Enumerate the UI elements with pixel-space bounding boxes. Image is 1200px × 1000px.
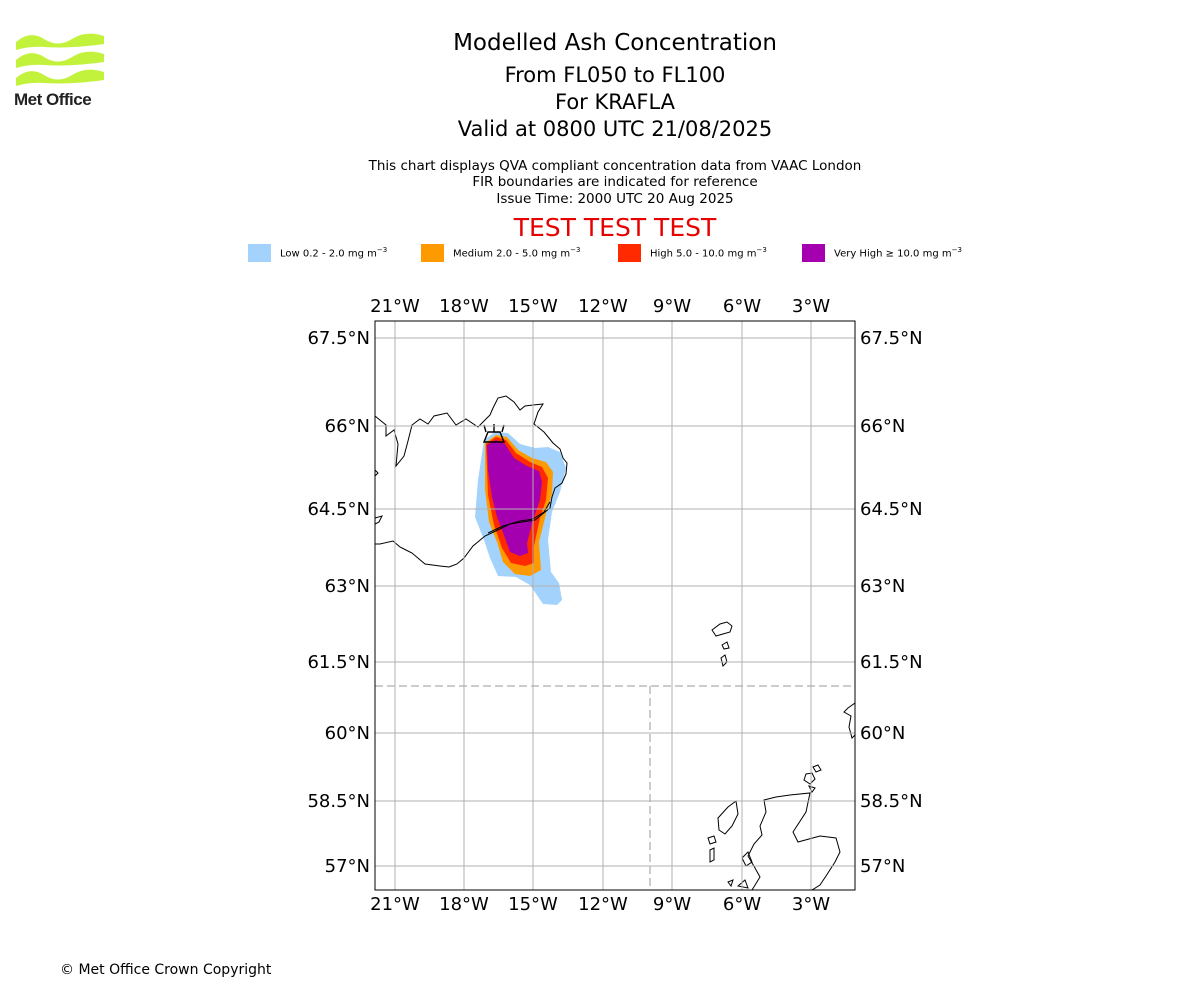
lat-tick-label-right: 61.5°N bbox=[860, 652, 923, 673]
lon-tick-label-top: 21°W bbox=[370, 296, 420, 317]
copyright-notice: © Met Office Crown Copyright bbox=[60, 962, 272, 978]
lat-tick-label-right: 66°N bbox=[860, 416, 905, 437]
lon-tick-label-top: 15°W bbox=[508, 296, 558, 317]
orkney-islands bbox=[803, 764, 822, 793]
lon-tick-label-bottom: 6°W bbox=[723, 894, 761, 915]
lat-tick-label-right: 67.5°N bbox=[860, 328, 923, 349]
lat-tick-label-right: 63°N bbox=[860, 576, 905, 597]
legend-label-high: High 5.0 - 10.0 mg m−3 bbox=[650, 246, 767, 260]
legend-label-very-high: Very High ≥ 10.0 mg m−3 bbox=[834, 246, 962, 260]
legend-swatch-very-high bbox=[802, 244, 825, 262]
map-frame bbox=[374, 320, 856, 891]
met-office-logo: Met Office bbox=[14, 30, 114, 110]
lon-tick-label-bottom: 3°W bbox=[792, 894, 830, 915]
lon-tick-label-bottom: 12°W bbox=[578, 894, 628, 915]
lat-tick-label-left: 63°N bbox=[325, 576, 370, 597]
gridlines bbox=[375, 321, 855, 890]
chart-title: Modelled Ash Concentration bbox=[453, 30, 777, 56]
level-range: From FL050 to FL100 bbox=[504, 63, 726, 87]
lon-tick-label-top: 3°W bbox=[792, 296, 830, 317]
shetland-islands bbox=[843, 702, 855, 739]
ash-very-high-area bbox=[487, 440, 542, 556]
issue-time: Issue Time: 2000 UTC 20 Aug 2025 bbox=[496, 191, 734, 207]
lon-tick-label-bottom: 15°W bbox=[508, 894, 558, 915]
tick-labels: 21°W 21°W 18°W 18°W 15°W 15°W 12°W 12°W 9°W 9°W 6°… bbox=[307, 296, 922, 915]
legend-swatch-low bbox=[248, 244, 271, 262]
lat-tick-label-right: 60°N bbox=[860, 723, 905, 744]
lon-tick-label-bottom: 21°W bbox=[370, 894, 420, 915]
fir-boundary-iceland bbox=[487, 501, 551, 534]
legend-swatch-high bbox=[618, 244, 641, 262]
lat-tick-label-right: 58.5°N bbox=[860, 791, 923, 812]
legend-item-very-high: Very High ≥ 10.0 mg m−3 bbox=[802, 244, 962, 262]
lon-tick-label-bottom: 9°W bbox=[653, 894, 691, 915]
lat-tick-label-right: 57°N bbox=[860, 856, 905, 877]
lat-tick-label-left: 58.5°N bbox=[307, 791, 370, 812]
lon-tick-label-top: 12°W bbox=[578, 296, 628, 317]
legend-swatch-medium bbox=[421, 244, 444, 262]
volcano-name: For KRAFLA bbox=[555, 90, 675, 114]
info-line-qva: This chart displays QVA compliant concen… bbox=[368, 158, 862, 174]
lat-tick-label-left: 61.5°N bbox=[307, 652, 370, 673]
info-line-fir: FIR boundaries are indicated for referen… bbox=[472, 174, 758, 190]
test-banner: TEST TEST TEST bbox=[513, 213, 717, 242]
legend-label-medium: Medium 2.0 - 5.0 mg m−3 bbox=[453, 246, 581, 260]
lon-tick-label-bottom: 18°W bbox=[439, 894, 489, 915]
legend-item-medium: Medium 2.0 - 5.0 mg m−3 bbox=[421, 244, 580, 262]
lon-tick-label-top: 9°W bbox=[653, 296, 691, 317]
faroe-islands bbox=[711, 621, 733, 667]
valid-time: Valid at 0800 UTC 21/08/2025 bbox=[457, 117, 773, 141]
legend-item-low: Low 0.2 - 2.0 mg m−3 bbox=[248, 244, 387, 262]
scotland-coastline bbox=[747, 792, 841, 890]
lat-tick-label-left: 60°N bbox=[325, 723, 370, 744]
iceland-coastline bbox=[375, 395, 568, 568]
logo-wordmark: Met Office bbox=[14, 90, 92, 109]
lat-tick-label-left: 66°N bbox=[325, 416, 370, 437]
lat-tick-label-left: 64.5°N bbox=[307, 499, 370, 520]
lon-tick-label-top: 18°W bbox=[439, 296, 489, 317]
lat-tick-label-right: 64.5°N bbox=[860, 499, 923, 520]
met-office-waves-icon bbox=[16, 33, 104, 86]
lon-tick-label-top: 6°W bbox=[723, 296, 761, 317]
lat-tick-label-left: 67.5°N bbox=[307, 328, 370, 349]
legend-label-low: Low 0.2 - 2.0 mg m−3 bbox=[280, 246, 388, 260]
hebrides-islands bbox=[707, 800, 753, 889]
legend-item-high: High 5.0 - 10.0 mg m−3 bbox=[618, 244, 767, 262]
lat-tick-label-left: 57°N bbox=[325, 856, 370, 877]
